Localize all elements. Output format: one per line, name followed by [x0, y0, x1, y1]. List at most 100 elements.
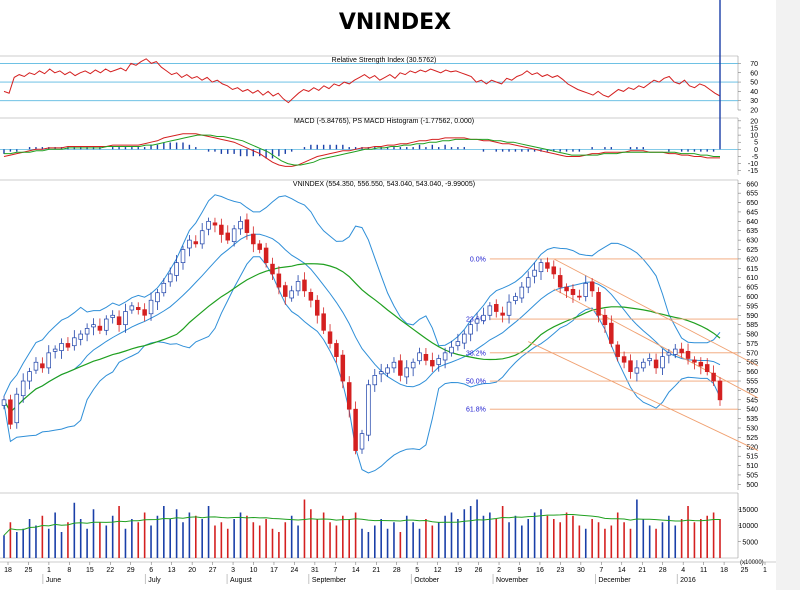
- price-y-tick-label: 655: [746, 191, 758, 198]
- price-y-tick-label: 515: [746, 454, 758, 461]
- candle-body: [257, 243, 262, 250]
- candle-body: [244, 219, 250, 233]
- candle-body: [385, 367, 390, 374]
- candle-body: [104, 318, 109, 331]
- bollinger-upper-line: [3, 194, 721, 397]
- x-axis: 18 25 1 8 15 22 29 6 13 20 27 3 10 17 24 31 7 14 21 28 5 12 19…: [0, 561, 776, 584]
- x-day-label: 24: [291, 567, 299, 574]
- candle-body: [334, 343, 339, 357]
- candle-body: [500, 312, 505, 316]
- volume-average-line: [3, 514, 720, 536]
- x-day-label: 31: [311, 567, 319, 574]
- macd-y-tick-label: 5: [754, 140, 758, 147]
- rsi-y-tick-label: 20: [750, 108, 758, 115]
- x-day-label: 19: [454, 567, 462, 574]
- candle-body: [327, 331, 333, 344]
- candle-body: [462, 333, 467, 344]
- x-day-label: 27: [209, 567, 217, 574]
- candle-body: [685, 350, 691, 359]
- candle-body: [314, 299, 320, 316]
- candle-body: [481, 314, 486, 321]
- price-y-tick-label: 620: [746, 256, 758, 263]
- price-y-tick-label: 550: [746, 388, 758, 395]
- candle-body: [72, 337, 77, 347]
- price-y-tick-label: 570: [746, 350, 758, 357]
- candle-body: [692, 359, 697, 363]
- x-day-label: 6: [149, 567, 153, 574]
- sidebar: [776, 0, 800, 590]
- candle-body: [33, 361, 39, 371]
- x-day-label: 9: [518, 567, 522, 574]
- x-day-label: 21: [372, 567, 380, 574]
- x-day-label: 12: [434, 567, 442, 574]
- x-month-label: July: [148, 577, 161, 584]
- x-day-label: 28: [393, 567, 401, 574]
- candle-body: [698, 361, 704, 367]
- candle-body: [116, 316, 122, 326]
- candle-body: [308, 292, 314, 301]
- x-month-label: December: [598, 577, 631, 584]
- rsi-line: [3, 58, 721, 104]
- x-day-label: 14: [618, 567, 626, 574]
- x-day-label: 13: [168, 567, 176, 574]
- trend-channel-mid: [553, 288, 759, 399]
- macd-y-tick-label: -5: [752, 154, 758, 161]
- chart-title: VNINDEX: [339, 10, 451, 35]
- candle-body: [545, 262, 550, 269]
- candle-body: [634, 367, 640, 374]
- x-month-label: November: [496, 577, 529, 584]
- candle-body: [538, 262, 544, 273]
- x-day-label: 8: [67, 567, 71, 574]
- candle-body: [14, 393, 20, 424]
- candle-body: [46, 352, 52, 369]
- candle-body: [366, 384, 371, 436]
- x-day-label: 15: [86, 567, 94, 574]
- fib-level-label: 61.8%: [466, 407, 486, 414]
- x-day-label: 25: [25, 567, 33, 574]
- macd-y-tick-label: -10: [748, 161, 758, 168]
- trend-channel-lower: [528, 341, 759, 451]
- candle-body: [97, 325, 103, 331]
- candle-body: [609, 322, 614, 344]
- candle-body: [129, 305, 135, 311]
- x-day-label: 16: [536, 567, 544, 574]
- x-day-label: 23: [557, 567, 565, 574]
- x-day-label: 7: [599, 567, 603, 574]
- candle-body: [628, 360, 633, 372]
- candle-body: [263, 247, 269, 264]
- price-y-tick-label: 575: [746, 341, 758, 348]
- candle-body: [525, 277, 531, 288]
- candle-body: [142, 309, 147, 316]
- candle-body: [679, 348, 684, 354]
- candle-body: [167, 273, 173, 283]
- price-y-tick-label: 525: [746, 435, 758, 442]
- x-day-label: 26: [475, 567, 483, 574]
- candle-body: [423, 354, 429, 361]
- price-y-tick-label: 535: [746, 416, 758, 423]
- candle-body: [238, 220, 243, 230]
- candle-body: [506, 301, 512, 316]
- candle-body: [621, 356, 627, 363]
- candle-body: [91, 324, 96, 328]
- candle-body: [353, 408, 358, 451]
- candle-body: [270, 263, 275, 275]
- candle-body: [455, 341, 461, 347]
- x-day-label: 3: [231, 567, 235, 574]
- candle-body: [653, 359, 659, 369]
- price-y-tick-label: 580: [746, 332, 758, 339]
- fib-level-label: 38.2%: [466, 350, 486, 357]
- price-y-tick-label: 510: [746, 463, 758, 470]
- candle-body: [283, 285, 288, 297]
- price-y-tick-label: 500: [746, 482, 758, 489]
- volume-y-tick-label: 15000: [739, 507, 759, 514]
- x-day-label: 2: [497, 567, 501, 574]
- candle-body: [123, 311, 128, 326]
- candle-body: [359, 433, 365, 450]
- price-y-tick-label: 650: [746, 200, 758, 207]
- x-day-label: 22: [106, 567, 114, 574]
- candle-body: [59, 343, 64, 351]
- macd-y-tick-label: 10: [750, 133, 758, 140]
- rsi-y-tick-label: 30: [750, 98, 758, 105]
- fib-level-label: 50.0%: [466, 379, 486, 386]
